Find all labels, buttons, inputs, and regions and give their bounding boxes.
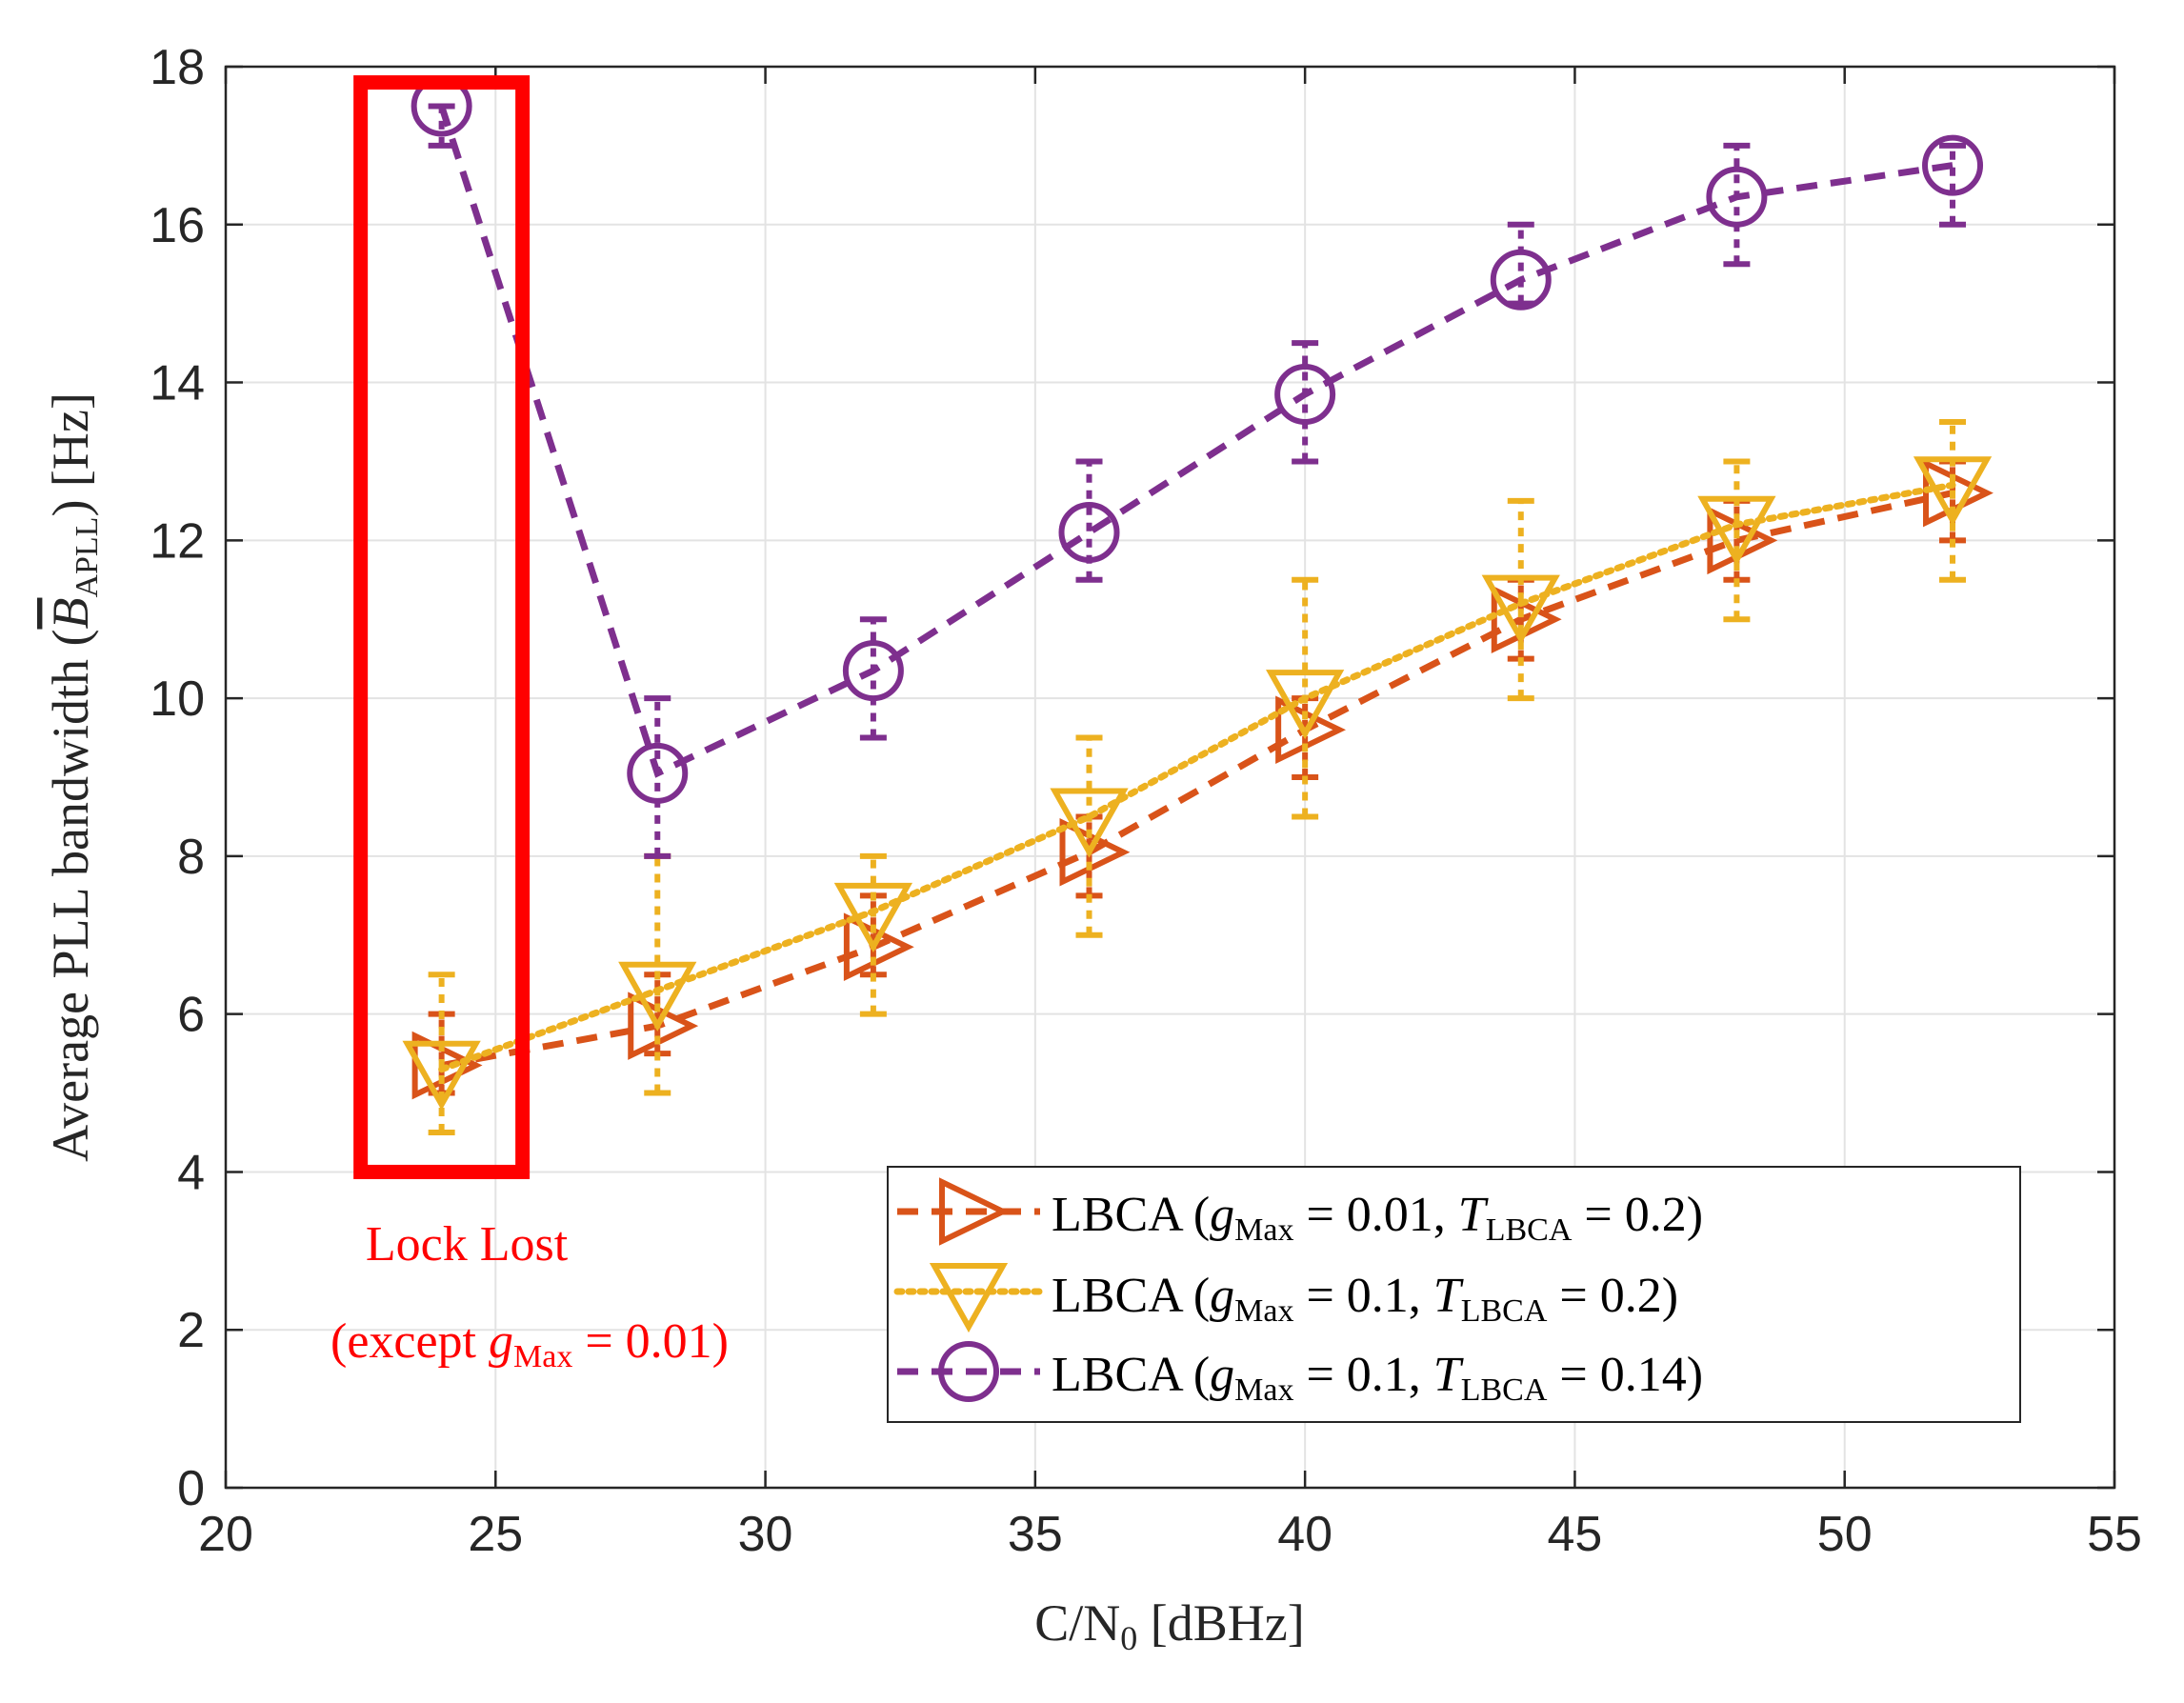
data-point: [1058, 502, 1120, 564]
annotation-line2: (except gMax = 0.01): [331, 1314, 729, 1374]
annotation-line2-post: = 0.01): [572, 1314, 729, 1369]
y-axis-label: Average PLL bandwidth (BAPLL) [Hz]: [42, 392, 105, 1162]
annotation-line1: Lock Lost: [366, 1217, 569, 1272]
legend-2-gval: = 0.1,: [1293, 1348, 1433, 1402]
legend-0-t: T: [1458, 1188, 1489, 1242]
y-tick-label: 4: [177, 1145, 205, 1200]
x-tick-label: 55: [2087, 1507, 2142, 1562]
legend-1-tsub: LBCA: [1461, 1293, 1548, 1329]
data-point: [1050, 788, 1129, 858]
x-tick-label: 50: [1817, 1507, 1873, 1562]
y-axis-label-sub: APLL: [70, 517, 105, 598]
legend-0-tval: = 0.2): [1572, 1188, 1703, 1242]
data-point: [411, 1031, 483, 1100]
x-tick-label: 30: [738, 1507, 793, 1562]
legend-label-1: LBCA (gMax = 0.1, TLBCA = 0.2): [1052, 1269, 1678, 1329]
legend-1-pre: LBCA (: [1052, 1269, 1210, 1323]
data-point: [1490, 249, 1552, 311]
data-point: [1481, 574, 1560, 645]
legend-2-gsub: Max: [1234, 1372, 1293, 1408]
x-tick-label: 45: [1548, 1507, 1603, 1562]
axis-ticks: 20 25 30 35 40 45 50 55 0 2 4 6 8 10 12 14 16 18: [150, 40, 2142, 1562]
legend-2-t: T: [1433, 1348, 1464, 1402]
legend-box: [887, 1166, 2021, 1423]
legend-1-gval: = 0.1,: [1293, 1269, 1433, 1323]
legend-0-pre: LBCA (: [1052, 1188, 1210, 1242]
series-1: [402, 419, 1993, 1135]
y-tick-label: 12: [150, 513, 205, 569]
data-point: [1922, 134, 1984, 196]
data-point: [833, 882, 913, 953]
data-point: [1274, 363, 1336, 425]
data-point: [628, 992, 699, 1060]
x-tick-label: 25: [468, 1507, 523, 1562]
data-point: [1266, 670, 1345, 740]
x-axis-label-main: C/N: [1034, 1594, 1120, 1652]
y-tick-label: 10: [150, 671, 205, 727]
legend-0-gsub: Max: [1234, 1212, 1293, 1248]
legend-2-tval: = 0.14): [1547, 1348, 1703, 1402]
y-axis-label-pre: Average PLL bandwidth (: [42, 630, 99, 1162]
x-axis-label: C/N0 [dBHz]: [1034, 1594, 1304, 1657]
y-axis-label-post: ) [Hz]: [42, 392, 99, 516]
legend-label-2: LBCA (gMax = 0.1, TLBCA = 0.14): [1052, 1348, 1703, 1408]
data-point: [618, 961, 697, 1032]
y-tick-label: 14: [150, 356, 205, 411]
legend-marker-0: [939, 1177, 1010, 1246]
legend-2-pre: LBCA (: [1052, 1348, 1210, 1402]
x-axis-label-unit: [dBHz]: [1137, 1594, 1304, 1652]
y-tick-label: 8: [177, 830, 205, 885]
data-point: [1913, 456, 1993, 527]
y-tick-label: 6: [177, 988, 205, 1043]
y-tick-label: 16: [150, 198, 205, 253]
legend-1-g: g: [1210, 1269, 1234, 1323]
data-point: [1697, 495, 1776, 566]
annotation-line2-pre: (except: [331, 1314, 489, 1369]
legend-marker-1: [929, 1263, 1009, 1333]
legend-2-g: g: [1210, 1348, 1234, 1402]
legend-1-t: T: [1433, 1269, 1464, 1323]
x-tick-label: 35: [1008, 1507, 1063, 1562]
legend-1-gsub: Max: [1234, 1293, 1293, 1329]
data-point: [627, 742, 689, 804]
y-tick-label: 0: [177, 1461, 205, 1516]
data-point: [1059, 817, 1131, 887]
y-tick-label: 2: [177, 1303, 205, 1358]
series-line: [438, 481, 1956, 1073]
lock-lost-box: [353, 75, 531, 1179]
lock-lost-annotation: [353, 75, 531, 1179]
x-tick-label: 40: [1277, 1507, 1332, 1562]
series-layer: [402, 75, 1994, 1135]
legend-0-tsub: LBCA: [1486, 1212, 1573, 1248]
legend-0-gval: = 0.01,: [1293, 1188, 1457, 1242]
x-axis-label-sub: 0: [1120, 1619, 1137, 1657]
plot-frame: [224, 65, 2116, 1490]
data-point: [842, 640, 904, 702]
legend-marker-2: [938, 1341, 999, 1402]
legend-entries: [893, 1177, 1044, 1402]
annotation-line2-g: g: [489, 1314, 513, 1369]
legend-2-tsub: LBCA: [1461, 1372, 1548, 1408]
data-point: [1706, 166, 1768, 228]
series-line: [438, 105, 1954, 778]
y-tick-label: 18: [150, 40, 205, 95]
legend: LBCA (gMax = 0.01, TLBCA = 0.2) LBCA (gM…: [887, 1166, 2021, 1423]
legend-label-0: LBCA (gMax = 0.01, TLBCA = 0.2): [1052, 1188, 1703, 1248]
series-2: [411, 75, 1984, 859]
data-point: [402, 1040, 481, 1111]
legend-1-tval: = 0.2): [1547, 1269, 1678, 1323]
series-line: [440, 490, 1954, 1069]
annotation-line2-sub: Max: [513, 1339, 572, 1374]
x-tick-label: 20: [198, 1507, 253, 1562]
data-point: [843, 912, 914, 981]
y-axis-label-symbol: B: [42, 598, 99, 630]
data-point: [1275, 695, 1347, 765]
legend-0-g: g: [1210, 1188, 1234, 1242]
